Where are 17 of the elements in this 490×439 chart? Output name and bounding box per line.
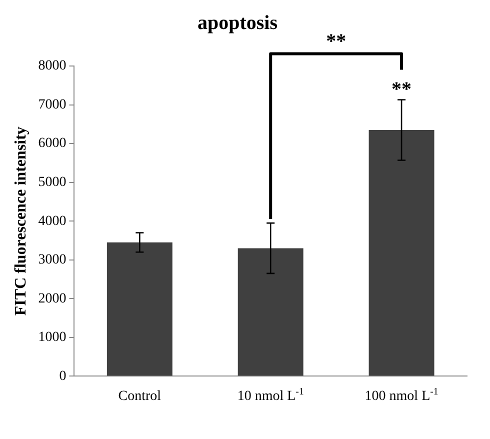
y-tick-label: 0: [59, 368, 66, 384]
bar: [106, 242, 172, 376]
y-tick-label: 5000: [38, 174, 66, 190]
y-tick-label: 8000: [38, 58, 66, 74]
y-tick-label: 1000: [38, 330, 66, 346]
y-tick-label: 6000: [38, 136, 66, 152]
chart-title: apoptosis: [197, 12, 278, 34]
y-tick-label: 3000: [38, 252, 66, 268]
y-tick-label: 7000: [38, 97, 66, 112]
y-axis-title: FITC fluorescence intensity: [12, 126, 30, 316]
y-tick-label: 2000: [38, 291, 66, 306]
x-tick-label: Control: [118, 389, 162, 404]
bar: [238, 248, 304, 376]
y-tick-label: 4000: [38, 214, 66, 229]
bar: [368, 130, 434, 376]
text: **: [326, 30, 346, 53]
annotation: **: [392, 78, 412, 101]
